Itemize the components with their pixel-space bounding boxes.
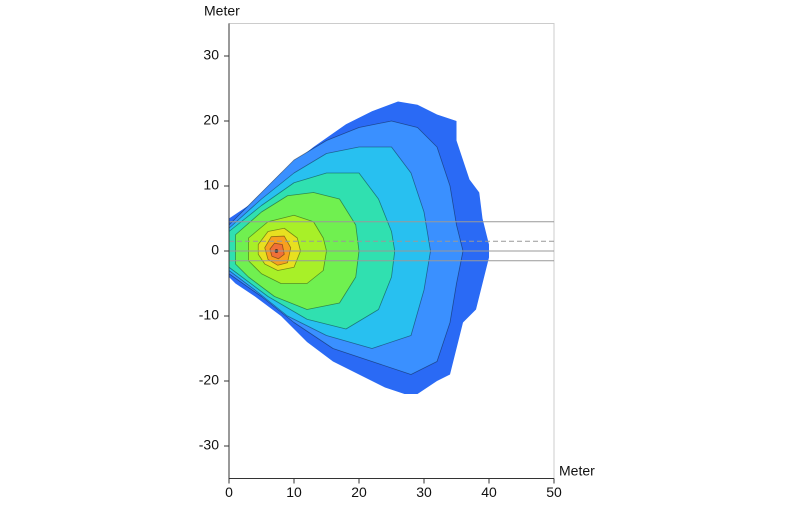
y-tick-label: 30	[203, 47, 219, 63]
x-tick-label: 20	[351, 484, 367, 500]
y-axis-label: Meter	[204, 3, 240, 19]
x-tick-label: 10	[286, 484, 302, 500]
x-tick-label: 0	[225, 484, 233, 500]
x-axis-label: Meter	[559, 463, 595, 479]
y-tick-label: -30	[199, 437, 219, 453]
x-tick-label: 30	[416, 484, 432, 500]
x-tick-label: 40	[481, 484, 497, 500]
y-tick-label: 10	[203, 177, 219, 193]
y-tick-label: -20	[199, 372, 219, 388]
y-tick-label: -10	[199, 307, 219, 323]
y-tick-label: 20	[203, 112, 219, 128]
y-tick-label: 0	[211, 242, 219, 258]
x-tick-label: 50	[546, 484, 562, 500]
